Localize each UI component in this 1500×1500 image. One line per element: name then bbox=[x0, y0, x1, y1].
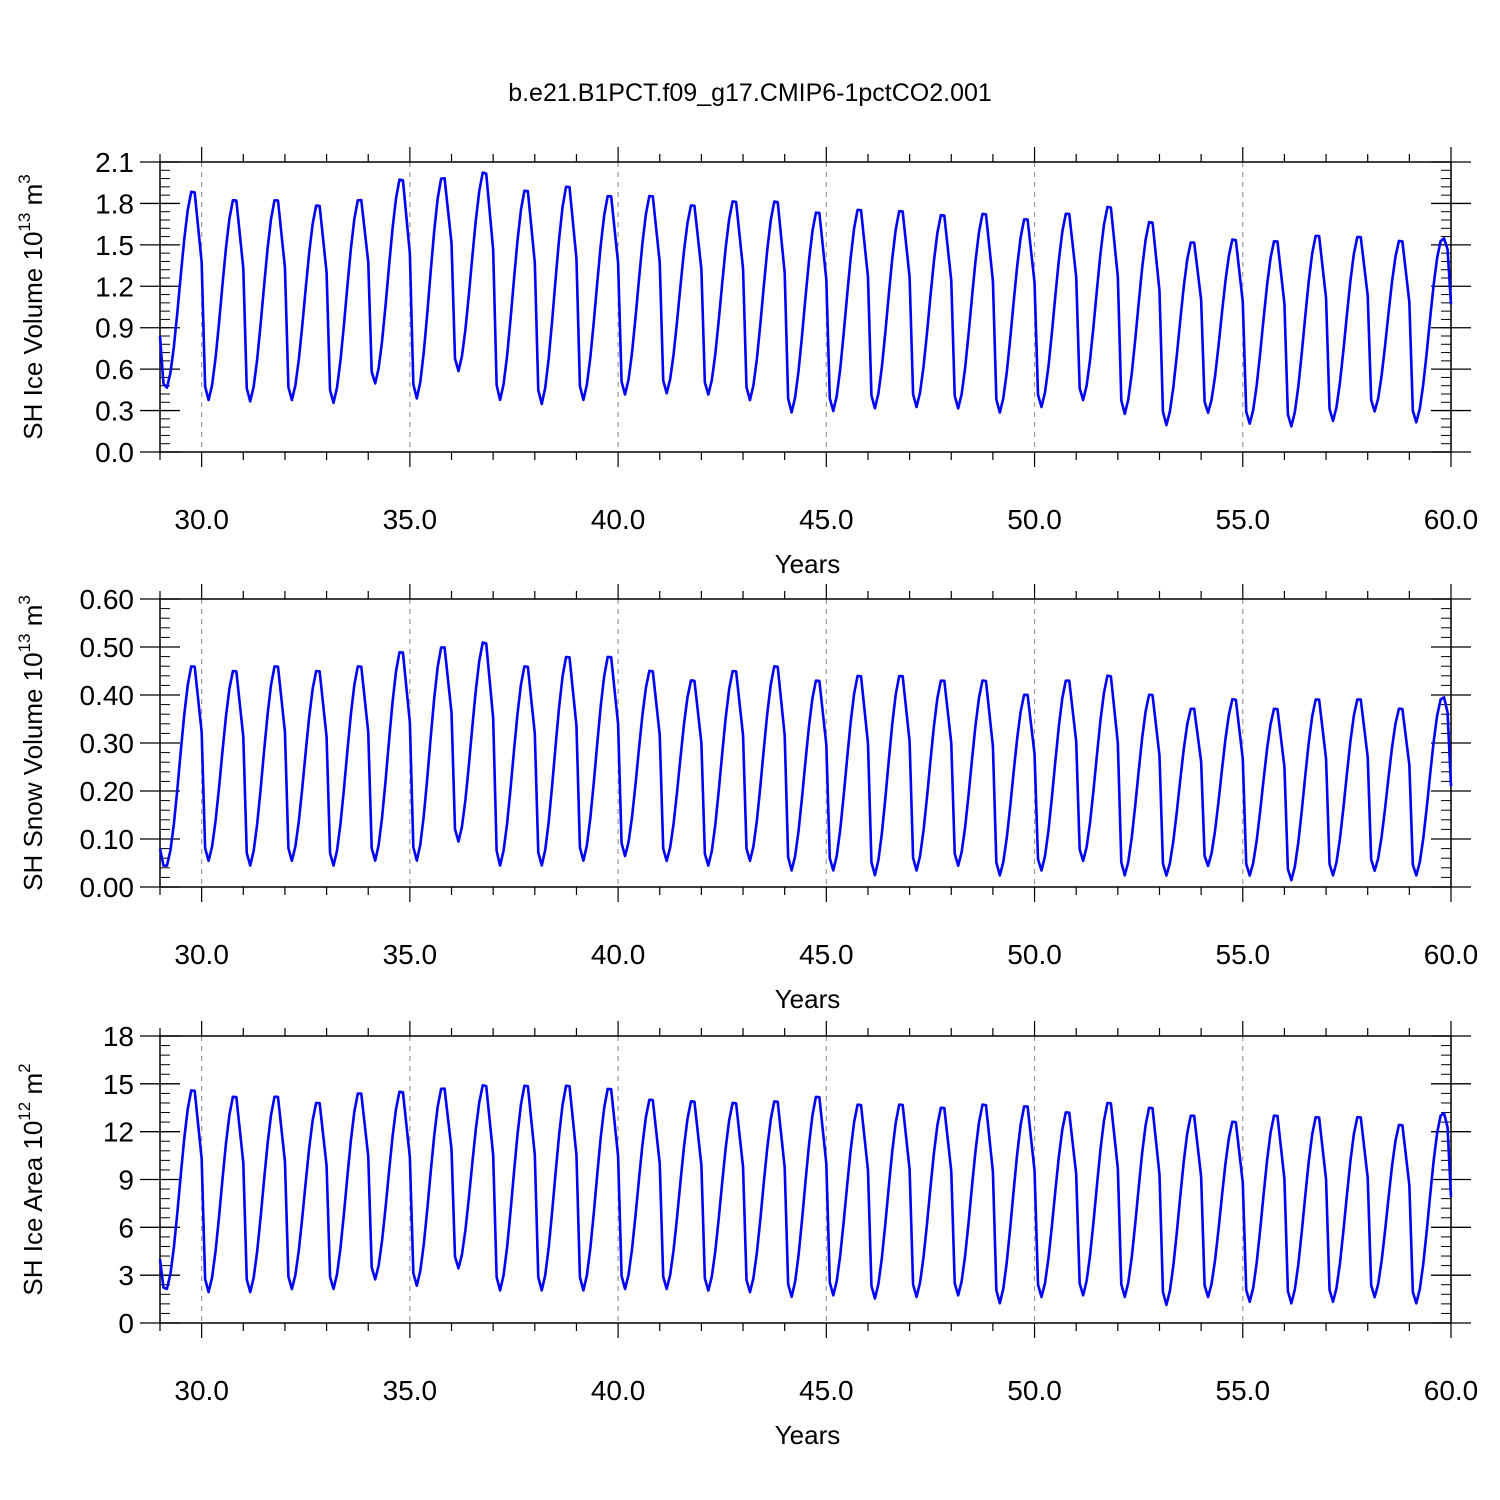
x-tick-label: 55.0 bbox=[1216, 504, 1271, 535]
x-tick-label: 50.0 bbox=[1007, 1375, 1062, 1406]
x-tick-label: 40.0 bbox=[591, 1375, 646, 1406]
chart-panel-snow-volume: 0.00 0.10 0.20 0.30 0.40 0.50 0.60 30.0 35.0 40.0… bbox=[15, 584, 1478, 1014]
x-tick-label: 55.0 bbox=[1216, 1375, 1271, 1406]
x-tick-label: 50.0 bbox=[1007, 939, 1062, 970]
series-line bbox=[158, 171, 1453, 428]
y-tick-label: 3 bbox=[118, 1260, 134, 1291]
y-tick-label: 0.50 bbox=[80, 632, 135, 663]
y-tick-label: 12 bbox=[103, 1117, 134, 1148]
y-tick-label: 15 bbox=[103, 1069, 134, 1100]
x-tick-label: 30.0 bbox=[174, 939, 229, 970]
y-tick-label: 9 bbox=[118, 1165, 134, 1196]
y-tick-label: 0.00 bbox=[80, 872, 135, 903]
y-axis-title-ylabel-unit: m bbox=[18, 184, 48, 213]
y-axis-title: SH Snow Volume 1013 m3 bbox=[15, 595, 48, 891]
y-axis-title-ylabel-unit: m bbox=[18, 605, 48, 634]
y-axis-title-ylabel: SH Snow Volume 10 bbox=[18, 652, 48, 890]
x-tick-label: 60.0 bbox=[1424, 1375, 1479, 1406]
series-line bbox=[158, 1083, 1453, 1307]
chart-panel-ice-area: 0 3 6 9 12 15 18 30.0 35.0 40.0 45.0 50.0 55.0 60.0 Ye… bbox=[15, 1021, 1478, 1450]
x-tick-label: 30.0 bbox=[174, 1375, 229, 1406]
y-tick-label: 18 bbox=[103, 1021, 134, 1052]
x-tick-label: 35.0 bbox=[383, 1375, 438, 1406]
x-tick-label: 35.0 bbox=[383, 504, 438, 535]
y-axis-title-ylabel-exponent: 12 bbox=[15, 1102, 34, 1121]
y-tick-label: 0.6 bbox=[95, 354, 134, 385]
x-tick-label: 45.0 bbox=[799, 504, 854, 535]
x-axis-title: Years bbox=[775, 984, 841, 1014]
x-axis-title: Years bbox=[775, 1420, 841, 1450]
y-tick-label: 1.5 bbox=[95, 230, 134, 261]
figure-title: b.e21.B1PCT.f09_g17.CMIP6-1pctCO2.001 bbox=[508, 79, 992, 107]
x-tick-label: 40.0 bbox=[591, 504, 646, 535]
y-tick-label: 0.9 bbox=[95, 313, 134, 344]
x-tick-label: 30.0 bbox=[174, 504, 229, 535]
x-tick-label: 35.0 bbox=[383, 939, 438, 970]
y-tick-label: 0.0 bbox=[95, 437, 134, 468]
x-axis-title: Years bbox=[775, 549, 841, 579]
y-axis-title-ylabel: SH Ice Volume 10 bbox=[18, 232, 48, 440]
y-axis-title-ylabel-unit: m bbox=[18, 1073, 48, 1102]
y-tick-label: 0.40 bbox=[80, 680, 135, 711]
y-axis-title-ylabel-unit-exponent: 3 bbox=[15, 595, 34, 604]
y-tick-label: 1.2 bbox=[95, 271, 134, 302]
y-tick-label: 1.8 bbox=[95, 188, 134, 219]
x-tick-label: 45.0 bbox=[799, 1375, 854, 1406]
y-axis-title-ylabel: SH Ice Area 10 bbox=[18, 1121, 48, 1296]
y-axis-title: SH Ice Area 1012 m2 bbox=[15, 1063, 48, 1295]
x-tick-label: 45.0 bbox=[799, 939, 854, 970]
y-tick-label: 0.3 bbox=[95, 396, 134, 427]
y-axis-title-ylabel-exponent: 13 bbox=[15, 633, 34, 652]
y-axis-title-ylabel-unit-exponent: 2 bbox=[15, 1063, 34, 1072]
y-tick-label: 6 bbox=[118, 1212, 134, 1243]
series-line bbox=[158, 641, 1453, 882]
y-axis-title-ylabel-exponent: 13 bbox=[15, 213, 34, 232]
y-axis-title-ylabel-unit-exponent: 3 bbox=[15, 174, 34, 183]
y-tick-label: 0 bbox=[118, 1308, 134, 1339]
y-tick-label: 0.10 bbox=[80, 824, 135, 855]
y-tick-label: 0.20 bbox=[80, 776, 135, 807]
x-tick-label: 60.0 bbox=[1424, 939, 1479, 970]
y-tick-label: 0.30 bbox=[80, 728, 135, 759]
x-tick-label: 60.0 bbox=[1424, 504, 1479, 535]
y-axis-title: SH Ice Volume 1013 m3 bbox=[15, 174, 48, 439]
x-tick-label: 40.0 bbox=[591, 939, 646, 970]
plot-frame bbox=[159, 161, 1452, 453]
y-tick-label: 2.1 bbox=[95, 147, 134, 178]
x-tick-label: 55.0 bbox=[1216, 939, 1271, 970]
x-tick-label: 50.0 bbox=[1007, 504, 1062, 535]
y-tick-label: 0.60 bbox=[80, 584, 135, 615]
chart-panels: 0.0 0.3 0.6 0.9 1.2 1.5 1.8 2.1 30.0 35.0 40.0 45.0… bbox=[15, 147, 1478, 1450]
chart-panel-ice-volume: 0.0 0.3 0.6 0.9 1.2 1.5 1.8 2.1 30.0 35.0 40.0 45.0… bbox=[15, 147, 1478, 579]
